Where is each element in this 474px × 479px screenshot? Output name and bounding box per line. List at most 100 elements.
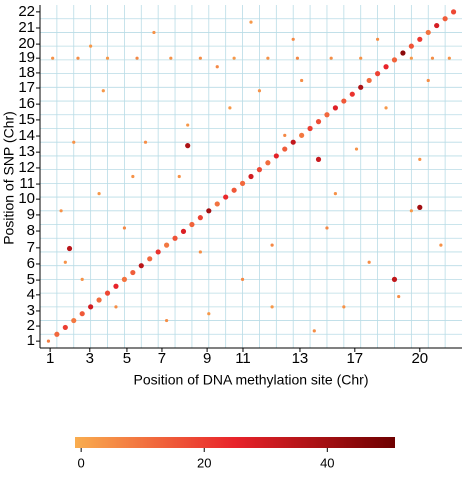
point xyxy=(273,153,279,159)
point xyxy=(447,56,451,60)
point xyxy=(138,263,144,269)
point xyxy=(270,305,274,309)
point xyxy=(62,324,68,331)
point xyxy=(430,56,435,60)
point xyxy=(177,174,181,179)
point xyxy=(426,78,430,83)
point xyxy=(270,243,274,247)
point xyxy=(240,277,245,281)
y-tick-label: 15 xyxy=(18,111,35,128)
y-tick-label: 10 xyxy=(18,190,35,207)
point xyxy=(265,160,271,166)
point xyxy=(105,56,110,60)
point xyxy=(223,194,229,200)
point xyxy=(282,146,288,152)
point xyxy=(418,157,422,161)
point xyxy=(442,16,448,22)
x-tick-label: 7 xyxy=(158,350,166,367)
point xyxy=(383,64,389,70)
point xyxy=(96,297,102,303)
point xyxy=(434,22,440,29)
point xyxy=(307,125,313,132)
y-tick-label: 13 xyxy=(18,143,35,160)
point xyxy=(164,242,170,248)
point xyxy=(185,143,191,149)
point xyxy=(165,318,169,323)
point xyxy=(332,105,338,111)
x-tick-label: 5 xyxy=(123,350,131,367)
point xyxy=(324,112,330,118)
x-tick-label: 3 xyxy=(86,350,94,367)
point xyxy=(409,209,413,213)
y-tick-label: 1 xyxy=(27,332,35,349)
y-tick-label: 2 xyxy=(27,317,35,334)
point xyxy=(186,123,190,127)
point xyxy=(312,329,316,333)
point xyxy=(384,106,388,110)
point xyxy=(325,226,329,230)
point xyxy=(329,56,333,60)
point xyxy=(88,304,94,310)
point xyxy=(417,204,423,210)
point xyxy=(409,56,413,60)
point xyxy=(89,44,93,48)
point xyxy=(283,133,287,137)
x-tick-label: 20 xyxy=(411,350,428,367)
point xyxy=(66,245,73,252)
y-tick-label: 3 xyxy=(27,302,35,319)
point xyxy=(59,209,63,213)
colorbar-tick-label: 0 xyxy=(78,455,85,470)
point xyxy=(359,56,363,60)
y-tick-label: 14 xyxy=(18,127,35,144)
x-tick-label: 9 xyxy=(203,350,211,367)
point xyxy=(333,192,337,196)
point xyxy=(375,71,381,77)
point xyxy=(397,294,401,299)
point xyxy=(71,317,77,324)
colorbar-tick-label: 20 xyxy=(197,455,211,470)
point xyxy=(300,78,304,83)
y-tick-label: 17 xyxy=(18,79,35,96)
y-tick-label: 4 xyxy=(27,286,35,303)
point xyxy=(232,56,236,60)
point xyxy=(299,132,305,138)
y-tick-label: 21 xyxy=(18,19,35,36)
point xyxy=(341,98,347,104)
point xyxy=(248,173,254,180)
y-tick-label: 8 xyxy=(27,222,35,239)
point xyxy=(113,283,119,289)
x-axis-label: Position of DNA methylation site (Chr) xyxy=(134,372,369,388)
point xyxy=(425,29,431,36)
point xyxy=(400,50,406,56)
point xyxy=(450,9,457,15)
point xyxy=(228,106,232,110)
point xyxy=(169,56,173,60)
point xyxy=(249,20,253,24)
y-tick-label: 12 xyxy=(18,159,35,176)
point xyxy=(391,276,398,282)
point xyxy=(354,147,359,151)
point xyxy=(290,139,296,145)
point xyxy=(256,167,263,173)
point xyxy=(198,56,202,60)
point xyxy=(155,249,161,255)
point xyxy=(266,56,270,60)
point xyxy=(207,312,211,316)
point xyxy=(206,208,212,214)
x-tick-label: 17 xyxy=(346,350,363,367)
point xyxy=(121,276,127,282)
point xyxy=(257,89,262,93)
point xyxy=(131,174,135,179)
point xyxy=(315,119,322,125)
point xyxy=(376,37,380,41)
point xyxy=(114,305,118,309)
colorbar-tick-label: 40 xyxy=(320,455,334,470)
point xyxy=(197,215,203,221)
y-tick-label: 16 xyxy=(18,95,35,112)
point xyxy=(72,140,76,144)
point xyxy=(215,65,219,69)
point xyxy=(172,235,178,241)
point xyxy=(122,226,126,230)
point xyxy=(143,140,148,144)
